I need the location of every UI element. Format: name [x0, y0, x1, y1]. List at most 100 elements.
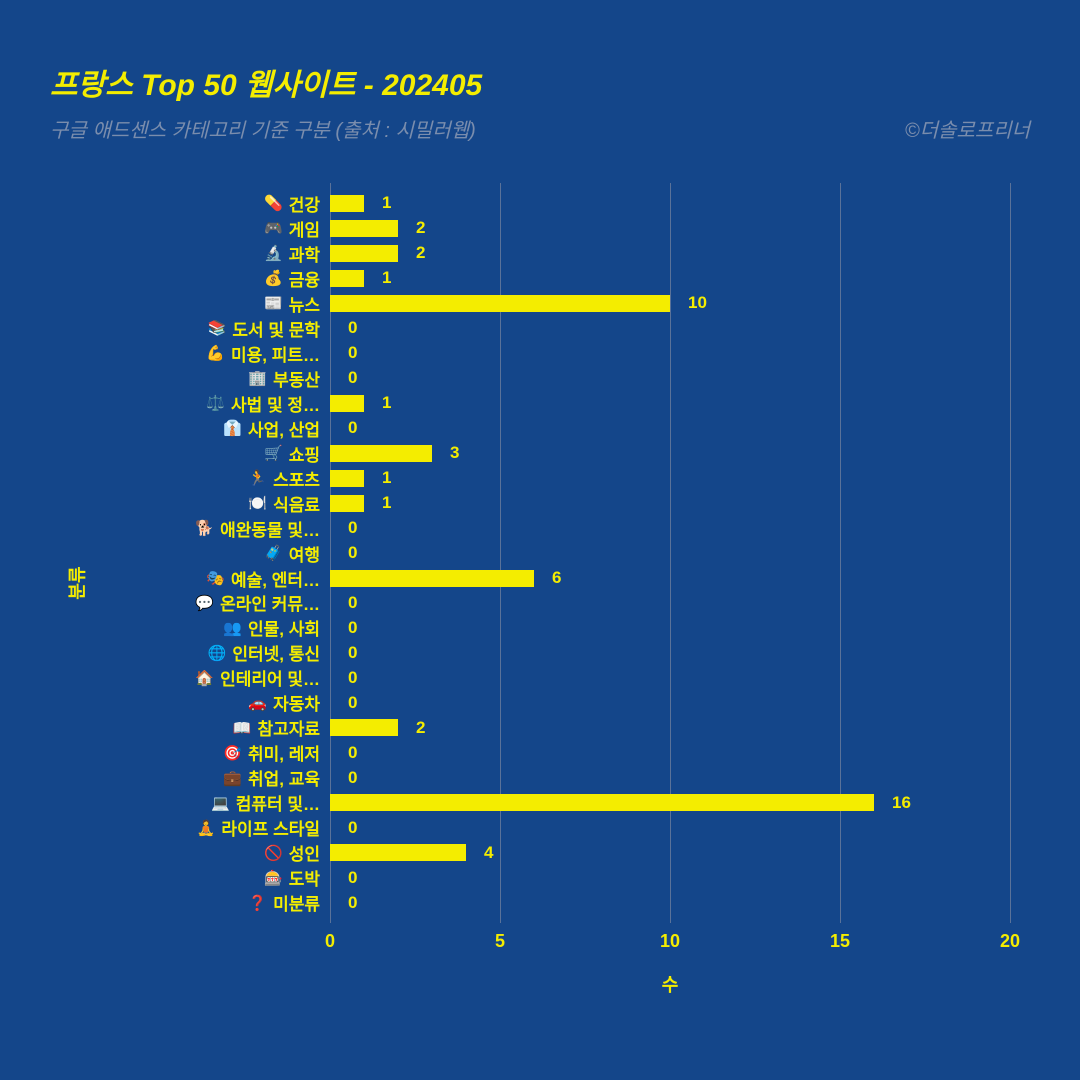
category-icon: 📰	[264, 294, 283, 312]
category-icon: 🎯	[223, 744, 242, 762]
bar	[330, 195, 364, 212]
bar	[330, 245, 398, 262]
x-tick: 0	[325, 931, 335, 952]
category-label: 🚫 성인	[264, 840, 330, 865]
category-text: 도박	[289, 865, 320, 890]
category-text: 인물, 사회	[248, 615, 320, 640]
value-label: 0	[348, 368, 357, 388]
category-label: 💰금융	[264, 266, 330, 291]
category-text: 사법 및 정…	[231, 391, 320, 416]
value-label: 3	[450, 443, 459, 463]
bar-row: 🎭예술, 엔터…6	[330, 566, 1010, 591]
category-text: 도서 및 문학	[232, 316, 320, 341]
bar-row: 📖참고자료2	[330, 715, 1010, 740]
category-icon: 🍽️	[248, 494, 267, 512]
category-icon: 🏢	[248, 369, 267, 387]
category-icon: 📚	[208, 319, 227, 337]
bar-row: 🍽️식음료1	[330, 491, 1010, 516]
category-label: 💼취업, 교육	[223, 765, 330, 790]
category-icon: 🎰	[264, 869, 283, 887]
bar-row: 💼취업, 교육0	[330, 765, 1010, 790]
bar-row: 🎯취미, 레저0	[330, 740, 1010, 765]
category-text: 식음료	[273, 491, 320, 516]
value-label: 0	[348, 318, 357, 338]
category-text: 미용, 피트…	[231, 341, 320, 366]
value-label: 0	[348, 893, 357, 913]
bar	[330, 295, 670, 312]
bar-row: 💬온라인 커뮤…0	[330, 591, 1010, 616]
category-label: 🏢부동산	[248, 366, 330, 391]
category-text: 사업, 산업	[248, 416, 320, 441]
x-tick: 10	[660, 931, 680, 952]
value-label: 0	[348, 593, 357, 613]
bar	[330, 270, 364, 287]
bar-row: 🏃스포츠1	[330, 466, 1010, 491]
category-icon: 🧘	[197, 819, 216, 837]
bars-container: 💊건강1🎮게임2🔬과학2💰금융1📰뉴스10📚도서 및 문학0💪미용, 피트…0🏢…	[330, 183, 1010, 923]
bar-row: 🛒쇼핑3	[330, 441, 1010, 466]
bar-row: 🐕애완동물 및…0	[330, 516, 1010, 541]
bar-row: 📰뉴스10	[330, 291, 1010, 316]
category-text: 성인	[289, 840, 320, 865]
category-icon: 🧳	[264, 544, 283, 562]
category-text: 건강	[289, 191, 320, 216]
value-label: 2	[416, 243, 425, 263]
x-axis-label: 수	[662, 971, 679, 997]
category-text: 게임	[289, 216, 320, 241]
category-icon: 💼	[223, 769, 242, 787]
category-icon: 💰	[264, 269, 283, 287]
category-icon: 🌐	[208, 644, 227, 662]
category-icon: 🚫	[264, 844, 283, 862]
x-tick: 15	[830, 931, 850, 952]
category-text: 스포츠	[273, 466, 320, 491]
bar-row: 👔사업, 산업0	[330, 416, 1010, 441]
bar-row: 🧘라이프 스타일0	[330, 815, 1010, 840]
bar-row: 🧳여행0	[330, 541, 1010, 566]
bar-row: 👥인물, 사회0	[330, 615, 1010, 640]
bar	[330, 470, 364, 487]
category-label: 🎯취미, 레저	[223, 740, 330, 765]
value-label: 0	[348, 343, 357, 363]
bar-row: 🔬과학2	[330, 241, 1010, 266]
category-label: 📚 도서 및 문학	[208, 316, 330, 341]
value-label: 2	[416, 718, 425, 738]
category-label: 🎰 도박	[264, 865, 330, 890]
category-label: 🏠인테리어 및…	[195, 665, 330, 690]
category-icon: 🏃	[248, 469, 267, 487]
category-label: 🌐인터넷, 통신	[208, 640, 330, 665]
category-label: 🐕애완동물 및…	[195, 516, 330, 541]
category-label: 🏃 스포츠	[248, 466, 330, 491]
value-label: 10	[688, 293, 707, 313]
category-icon: 👔	[223, 419, 242, 437]
value-label: 0	[348, 743, 357, 763]
category-label: 🧳 여행	[264, 541, 330, 566]
value-label: 1	[382, 468, 391, 488]
category-icon: 🐕	[195, 519, 214, 537]
bar-row: 📚도서 및 문학0	[330, 316, 1010, 341]
category-text: 여행	[289, 541, 320, 566]
category-label: 🍽️ 식음료	[248, 491, 330, 516]
category-text: 뉴스	[289, 291, 320, 316]
chart-area: 분류 💊건강1🎮게임2🔬과학2💰금융1📰뉴스10📚도서 및 문학0💪미용, 피트…	[90, 183, 1030, 983]
value-label: 0	[348, 868, 357, 888]
y-axis-label: 분류	[64, 566, 90, 599]
category-text: 예술, 엔터…	[231, 566, 320, 591]
bar-row: 🌐인터넷, 통신0	[330, 640, 1010, 665]
category-icon: 🚗	[248, 694, 267, 712]
bar-row: 🎰도박0	[330, 865, 1010, 890]
plot-area: 💊건강1🎮게임2🔬과학2💰금융1📰뉴스10📚도서 및 문학0💪미용, 피트…0🏢…	[330, 183, 1010, 923]
chart-page: 프랑스 Top 50 웹사이트 - 202405 구글 애드센스 카테고리 기준…	[0, 0, 1080, 1080]
bar-row: 🏠인테리어 및…0	[330, 665, 1010, 690]
bar-row: ⚖️사법 및 정…1	[330, 391, 1010, 416]
x-tick: 20	[1000, 931, 1020, 952]
category-icon: ⚖️	[206, 394, 225, 412]
category-label: 🔬과학	[264, 241, 330, 266]
category-label: ⚖️ 사법 및 정…	[206, 391, 330, 416]
value-label: 0	[348, 693, 357, 713]
category-label: 🛒쇼핑	[264, 441, 330, 466]
value-label: 0	[348, 643, 357, 663]
category-label: 🎭예술, 엔터…	[206, 566, 330, 591]
category-text: 쇼핑	[289, 441, 320, 466]
value-label: 0	[348, 768, 357, 788]
value-label: 1	[382, 193, 391, 213]
